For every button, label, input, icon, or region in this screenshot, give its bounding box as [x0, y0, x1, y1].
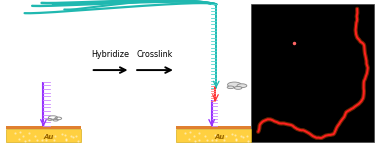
Bar [251, 4, 374, 142]
Bar [176, 126, 251, 129]
Bar [6, 126, 81, 129]
Text: Crosslink: Crosslink [137, 50, 173, 59]
Circle shape [237, 84, 247, 88]
Circle shape [227, 86, 234, 89]
Text: Au: Au [44, 134, 54, 140]
Circle shape [234, 86, 242, 89]
Text: Hybridize: Hybridize [91, 50, 129, 59]
Bar [176, 129, 251, 142]
Circle shape [228, 82, 241, 87]
Bar [6, 129, 81, 142]
Text: Au: Au [214, 134, 225, 140]
